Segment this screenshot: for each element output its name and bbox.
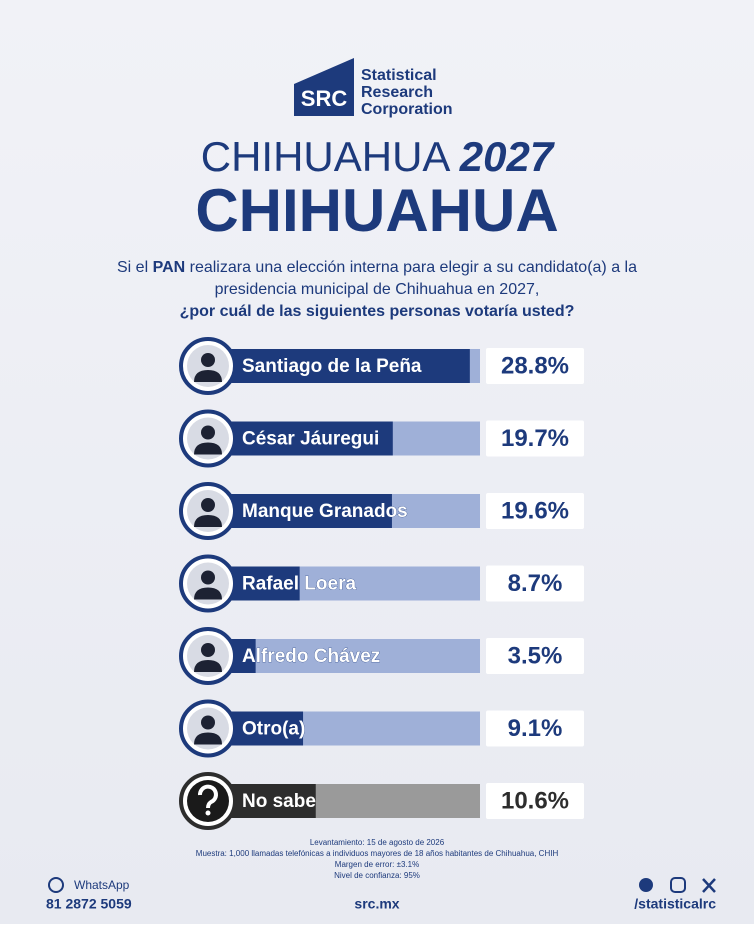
category-label: Rafael Loera — [242, 574, 356, 595]
value-box — [486, 348, 584, 384]
footer: WhatsApp 81 2872 5059 src.mx /statistica… — [46, 877, 716, 912]
avatar-head — [201, 643, 215, 657]
title-text: CHIHUAHUA — [201, 133, 451, 180]
value-label: 10.6% — [501, 787, 569, 814]
logo-text: Statistical — [361, 67, 437, 84]
title: CHIHUAHUA 2027 — [201, 133, 555, 180]
avatar-body — [194, 442, 222, 455]
footnote-line: Nivel de confianza: 95% — [334, 871, 420, 880]
footnote: Levantamiento: 15 de agosto de 2026 Mues… — [196, 838, 559, 880]
bar — [226, 349, 470, 383]
bars: 28.8% Santiago de la Peña 19.7% César Jáure… — [179, 337, 584, 830]
subtitle: CHIHUAHUA — [195, 177, 558, 244]
avatar-head — [201, 498, 215, 512]
avatar-head — [201, 570, 215, 585]
value-box — [486, 638, 584, 674]
value-label: 3.5% — [508, 642, 563, 669]
avatar-head — [201, 715, 215, 730]
bar — [226, 421, 393, 456]
logo-text: Corporation — [361, 101, 453, 118]
category-label: Santiago de la Peña — [242, 356, 422, 377]
value-box — [486, 420, 584, 457]
value-box — [486, 493, 584, 529]
value-box — [486, 565, 584, 602]
avatar-head — [201, 353, 215, 367]
category-label: No sabe — [242, 791, 316, 812]
whatsapp-icon — [48, 877, 64, 893]
social: /statisticalrc — [634, 896, 716, 912]
question: Si el PAN realizara una elección interna… — [117, 259, 637, 276]
question-dot — [205, 810, 211, 816]
question-text: Si el — [117, 259, 153, 276]
question-text: realizara una elección interna para eleg… — [185, 259, 637, 276]
phone: 81 2872 5059 — [46, 896, 132, 912]
bar — [226, 494, 392, 528]
value-box — [486, 710, 584, 747]
value-label: 19.6% — [501, 497, 569, 524]
avatar-body — [194, 660, 222, 672]
category-label: Otro(a) — [242, 719, 305, 740]
value-label: 19.7% — [501, 425, 569, 452]
instagram-icon — [670, 877, 686, 893]
bar-track — [226, 639, 480, 673]
question-icon — [198, 784, 218, 809]
website: src.mx — [354, 896, 399, 912]
logo-mark: SRC — [301, 86, 348, 111]
avatar-body — [194, 515, 222, 527]
title-year: 2027 — [459, 133, 555, 180]
avatar-head — [201, 425, 215, 440]
footnote-line: Levantamiento: 15 de agosto de 2026 — [310, 838, 445, 847]
question: ¿por cuál de las siguientes personas vot… — [180, 303, 575, 320]
question: presidencia municipal de Chihuahua en 20… — [215, 281, 540, 298]
avatar-body — [194, 370, 222, 382]
footnote-line: Muestra: 1,000 llamadas telefónicas a in… — [196, 849, 559, 858]
category-label: Manque Granados — [242, 501, 408, 522]
avatar-body — [194, 587, 222, 600]
bar — [226, 784, 316, 818]
logo-text: Research — [361, 84, 433, 101]
avatar — [187, 780, 229, 822]
question-party: PAN — [153, 259, 186, 276]
bar — [226, 566, 300, 601]
value-label: 8.7% — [508, 570, 563, 597]
x-icon — [702, 878, 716, 893]
value-label: 28.8% — [501, 352, 569, 379]
category-label: Alfredo Chávez — [242, 646, 380, 667]
value-label: 9.1% — [508, 715, 563, 742]
facebook-icon — [639, 878, 653, 892]
bar — [226, 711, 304, 746]
footnote-line: Margen de error: ±3.1% — [335, 860, 419, 869]
value-box — [486, 783, 584, 819]
whatsapp: WhatsApp — [74, 878, 130, 892]
avatar-body — [194, 732, 222, 745]
logo: SRC Statistical Research Corporation — [294, 58, 453, 118]
category-label: César Jáuregui — [242, 429, 379, 450]
